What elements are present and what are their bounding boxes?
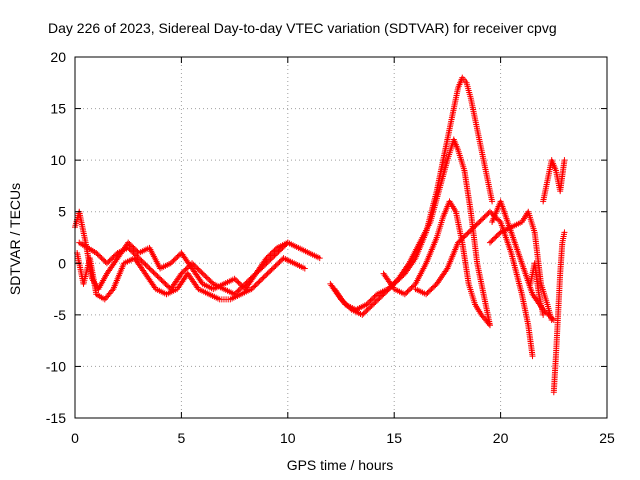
series-markers-track-k	[527, 260, 547, 318]
y-tick-label: -5	[54, 307, 67, 323]
series-track-e	[331, 136, 493, 329]
chart-title: Day 226 of 2023, Sidereal Day-to-day VTE…	[48, 20, 557, 36]
series-track-l	[550, 229, 568, 396]
x-tick-label: 25	[599, 430, 615, 446]
series-markers-track-c	[76, 239, 291, 298]
series-markers-track-f	[380, 198, 493, 329]
series-markers-track-e	[331, 136, 493, 329]
y-tick-label: 15	[50, 101, 66, 117]
y-tick-label: 10	[50, 152, 66, 168]
series-track-j	[540, 157, 568, 205]
y-tick-label: 0	[58, 255, 66, 271]
x-tick-label: 20	[493, 430, 509, 446]
x-tick-label: 15	[386, 430, 402, 446]
data-markers	[72, 74, 568, 396]
plot-frame	[74, 56, 608, 419]
series-markers-track-g	[412, 208, 536, 360]
series-track-g	[412, 208, 536, 360]
x-tick-label: 0	[71, 430, 79, 446]
x-axis-label: GPS time / hours	[287, 457, 394, 473]
x-tick-label: 5	[178, 430, 186, 446]
series-track-a	[72, 208, 323, 293]
axis-ticks: 0 5 10 15 20 25 -15 -10 -5 0 5 10 15 20	[46, 49, 615, 446]
y-tick-label: -15	[46, 410, 66, 426]
series-markers-track-l	[550, 229, 568, 396]
series-markers-track-a	[72, 208, 323, 293]
series-track-k	[527, 260, 547, 318]
series-track-d	[327, 74, 496, 318]
series-markers-track-d	[327, 74, 496, 318]
y-tick-label: 5	[58, 204, 66, 220]
series-track-c	[76, 239, 291, 298]
series-markers-track-j	[540, 157, 568, 205]
series-track-f	[380, 198, 493, 329]
series-markers-track-h	[486, 208, 555, 324]
x-tick-label: 10	[280, 430, 296, 446]
y-tick-label: -10	[46, 358, 66, 374]
grid-lines	[75, 57, 607, 418]
y-tick-label: 20	[50, 49, 66, 65]
y-axis-label: SDTVAR / TECUs	[7, 183, 23, 295]
series-track-h	[486, 208, 555, 324]
series-track-b	[74, 249, 308, 303]
series-markers-track-b	[74, 249, 308, 303]
